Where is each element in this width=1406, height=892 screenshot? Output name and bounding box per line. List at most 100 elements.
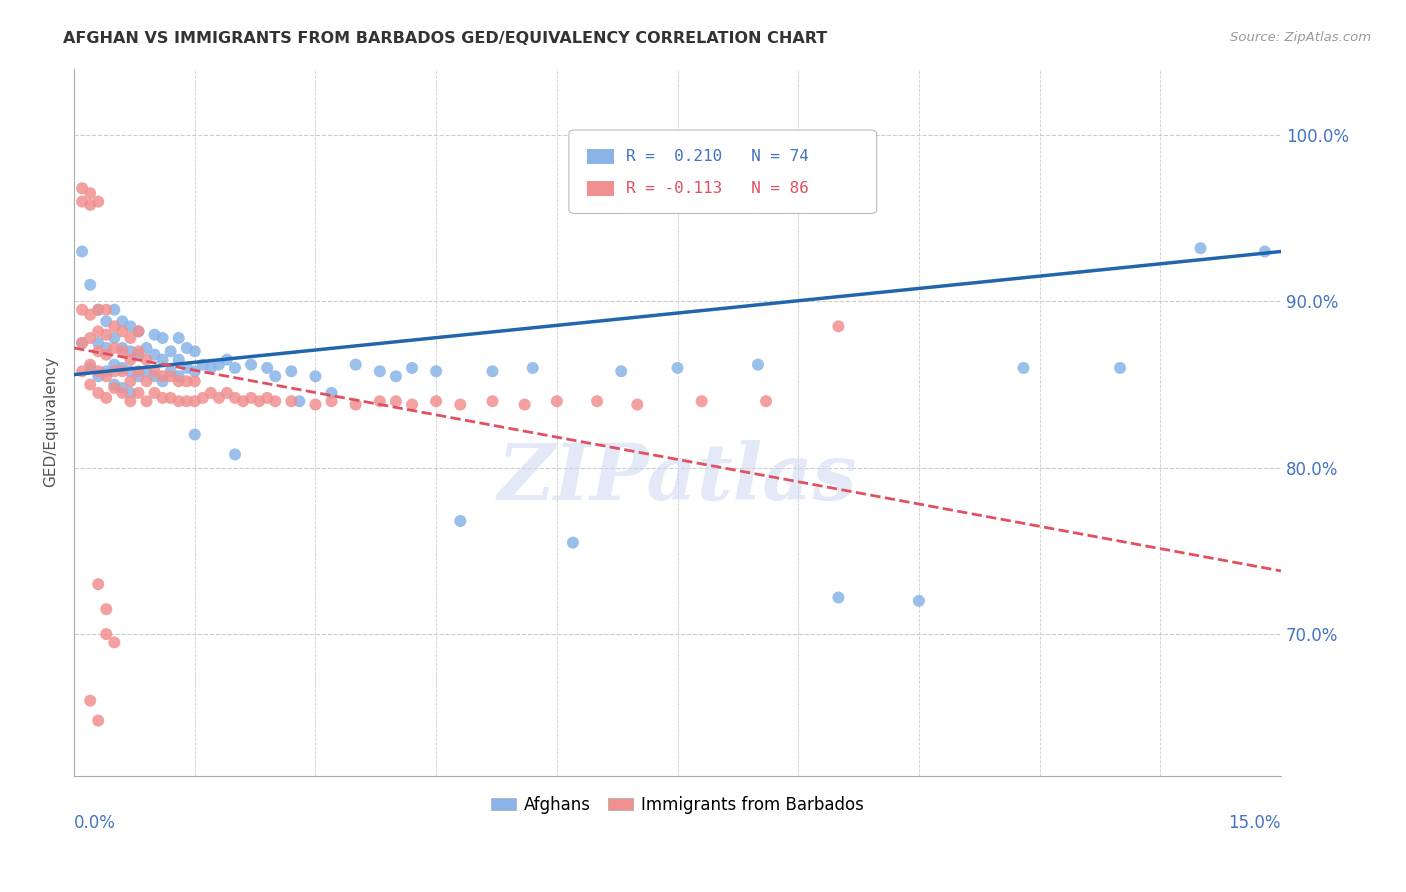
Point: [96, 314, 118, 328]
Point: [96, 369, 118, 384]
Point: [240, 391, 263, 405]
Point: [321, 394, 343, 409]
Point: [96, 391, 118, 405]
Point: [87, 324, 110, 338]
Point: [184, 394, 207, 409]
FancyBboxPatch shape: [588, 149, 613, 164]
Point: [167, 394, 190, 409]
Point: [79, 693, 101, 707]
Point: [143, 348, 166, 362]
Point: [167, 374, 190, 388]
Point: [87, 344, 110, 359]
Point: [184, 364, 207, 378]
Point: [159, 344, 181, 359]
Point: [96, 627, 118, 641]
Point: [176, 374, 198, 388]
Point: [127, 344, 149, 359]
Point: [176, 361, 198, 376]
Point: [159, 391, 181, 405]
Point: [304, 398, 326, 412]
Point: [224, 361, 246, 376]
Point: [127, 364, 149, 378]
Point: [111, 344, 134, 359]
Point: [827, 319, 849, 334]
Point: [103, 364, 125, 378]
Point: [425, 394, 447, 409]
Point: [191, 358, 214, 372]
Point: [167, 352, 190, 367]
Point: [96, 602, 118, 616]
Point: [425, 364, 447, 378]
Point: [127, 385, 149, 400]
Point: [215, 352, 238, 367]
Point: [159, 369, 181, 384]
Point: [87, 577, 110, 591]
Point: [127, 324, 149, 338]
Point: [143, 364, 166, 378]
Point: [224, 447, 246, 461]
Point: [513, 398, 536, 412]
Point: [215, 385, 238, 400]
FancyBboxPatch shape: [569, 130, 877, 213]
Point: [70, 336, 93, 351]
Point: [96, 302, 118, 317]
Point: [120, 394, 142, 409]
Point: [191, 391, 214, 405]
Point: [79, 186, 101, 201]
Y-axis label: GED/Equivalency: GED/Equivalency: [44, 357, 58, 487]
Text: 15.0%: 15.0%: [1229, 814, 1281, 832]
Point: [666, 361, 689, 376]
Text: AFGHAN VS IMMIGRANTS FROM BARBADOS GED/EQUIVALENCY CORRELATION CHART: AFGHAN VS IMMIGRANTS FROM BARBADOS GED/E…: [63, 31, 828, 46]
Point: [87, 302, 110, 317]
Point: [280, 394, 302, 409]
Point: [401, 398, 423, 412]
Point: [827, 591, 849, 605]
Point: [70, 302, 93, 317]
Point: [79, 198, 101, 212]
Point: [70, 364, 93, 378]
Point: [120, 352, 142, 367]
Point: [280, 364, 302, 378]
Point: [184, 374, 207, 388]
Point: [481, 394, 503, 409]
Point: [135, 341, 157, 355]
Point: [70, 244, 93, 259]
Point: [264, 394, 287, 409]
Text: 0.0%: 0.0%: [75, 814, 115, 832]
Point: [87, 302, 110, 317]
Point: [208, 391, 231, 405]
Point: [247, 394, 270, 409]
Point: [449, 514, 471, 528]
Point: [120, 385, 142, 400]
Point: [152, 391, 174, 405]
Point: [79, 308, 101, 322]
Point: [127, 369, 149, 384]
Point: [111, 381, 134, 395]
Point: [79, 377, 101, 392]
Point: [321, 385, 343, 400]
Point: [103, 331, 125, 345]
Point: [546, 394, 568, 409]
Point: [908, 594, 931, 608]
Point: [70, 336, 93, 351]
Point: [96, 327, 118, 342]
Point: [70, 194, 93, 209]
FancyBboxPatch shape: [588, 181, 613, 196]
Point: [152, 369, 174, 384]
Point: [143, 385, 166, 400]
Point: [87, 336, 110, 351]
Point: [111, 385, 134, 400]
Point: [103, 381, 125, 395]
Point: [120, 331, 142, 345]
Point: [561, 535, 583, 549]
Point: [1012, 361, 1035, 376]
Text: R =  0.210   N = 74: R = 0.210 N = 74: [626, 149, 808, 164]
Point: [385, 394, 408, 409]
Point: [96, 348, 118, 362]
Point: [103, 377, 125, 392]
Point: [135, 352, 157, 367]
Point: [87, 369, 110, 384]
Point: [610, 364, 633, 378]
Point: [344, 358, 367, 372]
Point: [143, 327, 166, 342]
